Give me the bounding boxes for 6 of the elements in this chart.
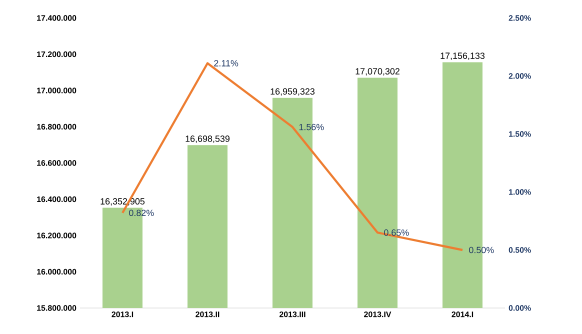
data-label: 2.11%: [214, 60, 238, 66]
data-label: 16,959,323: [270, 88, 315, 96]
data-label: 17,070,302: [356, 68, 400, 76]
data-label: 17,156,133: [440, 52, 485, 60]
data-label: 16,698,539: [186, 136, 230, 143]
data-label: 0.65%: [384, 229, 409, 236]
